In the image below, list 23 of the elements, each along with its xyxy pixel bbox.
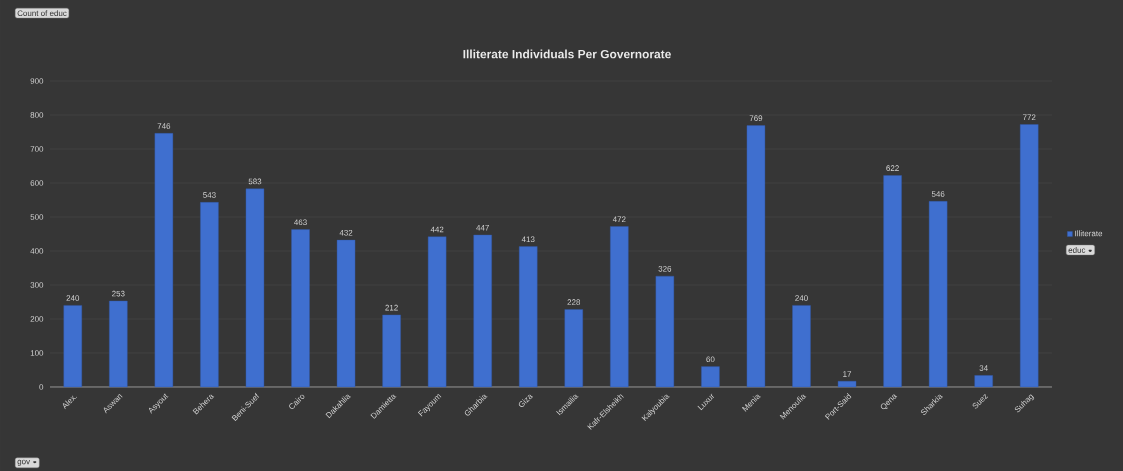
bar [701, 366, 720, 388]
bar [1020, 124, 1039, 388]
bar [336, 239, 356, 388]
bar [837, 381, 857, 388]
bar [63, 305, 82, 388]
bar [154, 133, 174, 388]
bar [200, 202, 219, 388]
bar [519, 246, 538, 388]
bar [974, 375, 993, 388]
bar [564, 309, 583, 388]
bar [291, 229, 310, 388]
bar [655, 275, 675, 388]
bar [610, 226, 629, 388]
bar [792, 305, 811, 388]
bar [928, 201, 948, 388]
bar [883, 175, 902, 388]
bar [109, 300, 128, 388]
bar [382, 314, 401, 388]
bar [473, 234, 492, 388]
bar [746, 125, 766, 388]
bar [245, 188, 265, 388]
chart-title: Illiterate Individuals Per Governorate [463, 49, 671, 59]
bar [427, 236, 447, 388]
